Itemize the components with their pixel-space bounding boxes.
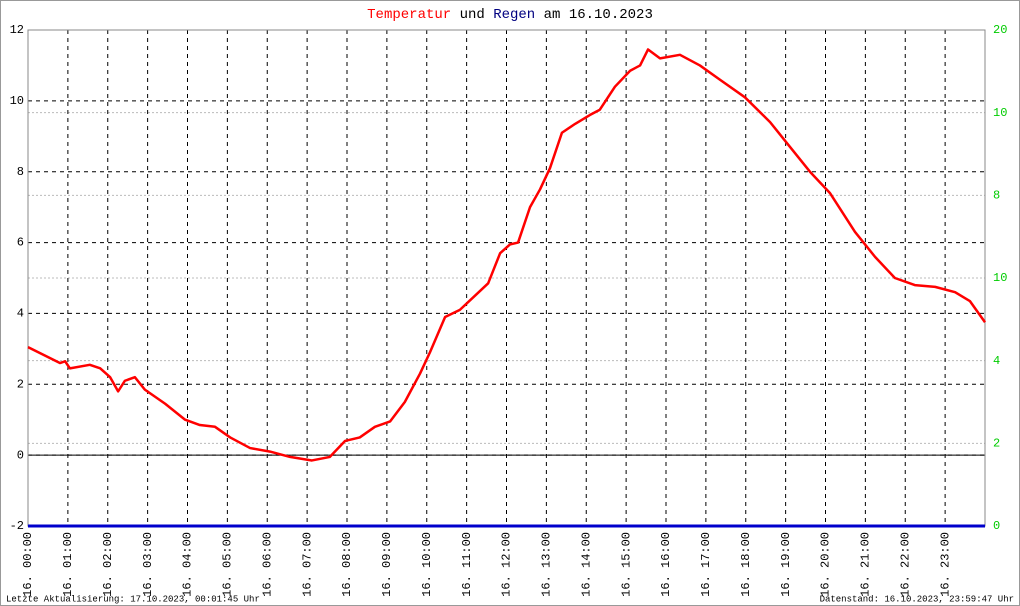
y-tick-label: 10 — [10, 94, 24, 108]
y2-tick-label: 4 — [993, 354, 1000, 368]
x-tick-label: 16. 02:00 — [101, 532, 115, 597]
x-tick-label: 16. 09:00 — [380, 532, 394, 597]
title-part: Temperatur — [367, 7, 451, 23]
x-tick-label: 16. 20:00 — [819, 532, 833, 597]
y2-tick-label: 10 — [993, 271, 1007, 285]
x-tick-label: 16. 06:00 — [260, 532, 274, 597]
x-tick-label: 16. 17:00 — [699, 532, 713, 597]
x-tick-label: 16. 10:00 — [420, 532, 434, 597]
y-tick-label: 4 — [17, 307, 24, 321]
x-tick-label: 16. 01:00 — [61, 532, 75, 597]
x-tick-label: 16. 03:00 — [141, 532, 155, 597]
x-tick-label: 16. 21:00 — [859, 532, 873, 597]
y2-tick-label: 20 — [993, 23, 1007, 37]
series-line — [27, 48, 987, 462]
x-tick-label: 16. 08:00 — [340, 532, 354, 597]
y-tick-label: 12 — [10, 23, 24, 37]
title-part: und — [460, 7, 485, 23]
y-tick-label: 6 — [17, 236, 24, 250]
x-tick-label: 16. 15:00 — [619, 532, 633, 597]
footer-left: Letzte Aktualisierung: 17.10.2023, 00:01… — [6, 594, 260, 604]
y-tick-label: -2 — [10, 519, 24, 533]
x-tick-label: 16. 07:00 — [300, 532, 314, 597]
y2-tick-label: 2 — [993, 437, 1000, 451]
y2-tick-label: 10 — [993, 106, 1007, 120]
x-tick-label: 16. 05:00 — [221, 532, 235, 597]
x-tick-label: 16. 19:00 — [779, 532, 793, 597]
y-tick-label: 0 — [17, 448, 24, 462]
x-tick-label: 16. 16:00 — [659, 532, 673, 597]
x-tick-label: 16. 11:00 — [460, 532, 474, 597]
y2-tick-label: 0 — [993, 519, 1000, 533]
x-tick-label: 16. 14:00 — [579, 532, 593, 597]
y-tick-label: 8 — [17, 165, 24, 179]
x-tick-label: 16. 13:00 — [540, 532, 554, 597]
x-tick-label: 16. 18:00 — [739, 532, 753, 597]
footer-right: Datenstand: 16.10.2023, 23:59:47 Uhr — [820, 594, 1014, 604]
chart-title: Temperatur und Regen am 16.10.2023 — [367, 7, 653, 23]
x-tick-label: 16. 22:00 — [898, 532, 912, 597]
y-tick-label: 2 — [17, 377, 24, 391]
x-tick-label: 16. 23:00 — [938, 532, 952, 597]
title-part: am 16.10.2023 — [544, 7, 653, 23]
x-tick-label: 16. 00:00 — [21, 532, 35, 597]
x-tick-label: 16. 12:00 — [500, 532, 514, 597]
x-tick-label: 16. 04:00 — [181, 532, 195, 597]
y2-tick-label: 8 — [993, 189, 1000, 203]
title-part: Regen — [493, 7, 535, 23]
